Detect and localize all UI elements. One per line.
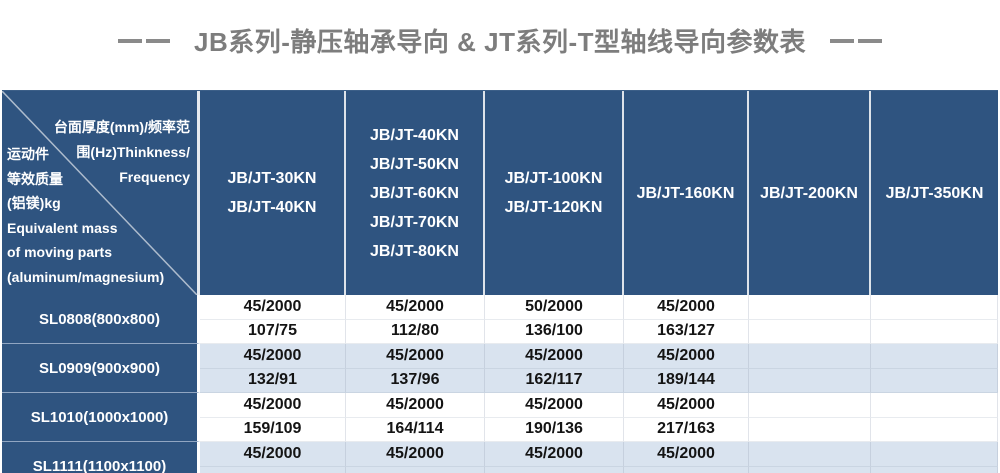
frequency-row: 45/2000 45/2000 45/2000 45/2000 (200, 344, 998, 369)
freq-cell: 45/2000 (200, 295, 346, 320)
corner-header-cell: 台面厚度(mm)/频率范 围(Hz)Thinkness/ Frequency 运… (2, 91, 200, 295)
frequency-row: 45/2000 45/2000 45/2000 45/2000 (200, 393, 998, 418)
mass-cell: 163/127 (624, 319, 749, 344)
mass-cell: 162/117 (485, 368, 624, 393)
table-row-band-sl1111: SL1111(1100x1100) 45/2000 45/2000 45/200… (2, 442, 998, 473)
mass-cell: 190/136 (485, 417, 624, 442)
table-row-band-sl0808: SL0808(800x800) 45/2000 45/2000 50/2000 … (2, 295, 998, 344)
frequency-row: 45/2000 45/2000 45/2000 45/2000 (200, 442, 998, 467)
mass-cell: 159/109 (200, 417, 346, 442)
corner-label-thickness-frequency: 台面厚度(mm)/频率范 围(Hz)Thinkness/ Frequency (53, 119, 190, 185)
mass-cell: 137/96 (346, 368, 485, 393)
freq-cell: 50/2000 (485, 295, 624, 320)
mass-cell: 217/163 (624, 417, 749, 442)
mass-cell: 107/75 (200, 319, 346, 344)
freq-cell (749, 442, 871, 467)
table-row-band-sl1010: SL1010(1000x1000) 45/2000 45/2000 45/200… (2, 393, 998, 442)
freq-cell (871, 442, 998, 467)
freq-cell: 45/2000 (485, 442, 624, 467)
column-header-200kn: JB/JT-200KN (749, 91, 871, 295)
mass-cell (749, 417, 871, 442)
mass-cell (346, 466, 485, 473)
mass-cell (871, 319, 998, 344)
page-title: JB系列-静压轴承导向 & JT系列-T型轴线导向参数表 (0, 22, 1000, 59)
freq-cell: 45/2000 (200, 344, 346, 369)
parameter-table: 台面厚度(mm)/频率范 围(Hz)Thinkness/ Frequency 运… (2, 90, 998, 473)
freq-cell: 45/2000 (346, 344, 485, 369)
column-header-350kn: JB/JT-350KN (871, 91, 998, 295)
freq-cell (749, 344, 871, 369)
freq-cell: 45/2000 (485, 344, 624, 369)
corner-label-equivalent-mass: 运动件 等效质量 (铝镁)kg Equivalent mass of movin… (7, 146, 165, 285)
mass-cell: 112/80 (346, 319, 485, 344)
table-row-band-sl0909: SL0909(900x900) 45/2000 45/2000 45/2000 … (2, 344, 998, 393)
mass-cell (749, 466, 871, 473)
freq-cell (749, 393, 871, 418)
freq-cell: 45/2000 (624, 442, 749, 467)
title-dash-left (117, 38, 170, 43)
mass-cell (749, 319, 871, 344)
title-dash-right (830, 38, 882, 43)
row-label: SL1111(1100x1100) (2, 442, 200, 473)
mass-row (200, 466, 998, 473)
mass-row: 159/109 164/114 190/136 217/163 (200, 417, 998, 442)
mass-cell: 164/114 (346, 417, 485, 442)
diagonal-divider-line (2, 91, 197, 295)
freq-cell: 45/2000 (485, 393, 624, 418)
mass-cell (871, 466, 998, 473)
freq-cell: 45/2000 (624, 393, 749, 418)
freq-cell (871, 344, 998, 369)
column-header-40-80kn: JB/JT-40KN JB/JT-50KN JB/JT-60KN JB/JT-7… (346, 91, 485, 295)
mass-cell: 132/91 (200, 368, 346, 393)
row-label: SL0909(900x900) (2, 344, 200, 393)
freq-cell: 45/2000 (624, 344, 749, 369)
mass-cell (624, 466, 749, 473)
freq-cell: 45/2000 (200, 442, 346, 467)
freq-cell: 45/2000 (346, 393, 485, 418)
freq-cell (749, 295, 871, 320)
row-label: SL1010(1000x1000) (2, 393, 200, 442)
row-label: SL0808(800x800) (2, 295, 200, 344)
mass-cell (749, 368, 871, 393)
mass-row: 107/75 112/80 136/100 163/127 (200, 319, 998, 344)
freq-cell: 45/2000 (346, 295, 485, 320)
frequency-row: 45/2000 45/2000 50/2000 45/2000 (200, 295, 998, 320)
column-header-160kn: JB/JT-160KN (624, 91, 749, 295)
mass-cell (871, 417, 998, 442)
title-text: JB系列-静压轴承导向 & JT系列-T型轴线导向参数表 (193, 27, 806, 57)
mass-cell (485, 466, 624, 473)
mass-cell (200, 466, 346, 473)
freq-cell: 45/2000 (200, 393, 346, 418)
mass-cell: 189/144 (624, 368, 749, 393)
table-header-row: 台面厚度(mm)/频率范 围(Hz)Thinkness/ Frequency 运… (2, 91, 998, 295)
column-header-100-120kn: JB/JT-100KN JB/JT-120KN (485, 91, 624, 295)
mass-cell (871, 368, 998, 393)
freq-cell (871, 295, 998, 320)
freq-cell (871, 393, 998, 418)
mass-cell: 136/100 (485, 319, 624, 344)
mass-row: 132/91 137/96 162/117 189/144 (200, 368, 998, 393)
freq-cell: 45/2000 (346, 442, 485, 467)
column-header-30-40kn: JB/JT-30KN JB/JT-40KN (200, 91, 346, 295)
freq-cell: 45/2000 (624, 295, 749, 320)
